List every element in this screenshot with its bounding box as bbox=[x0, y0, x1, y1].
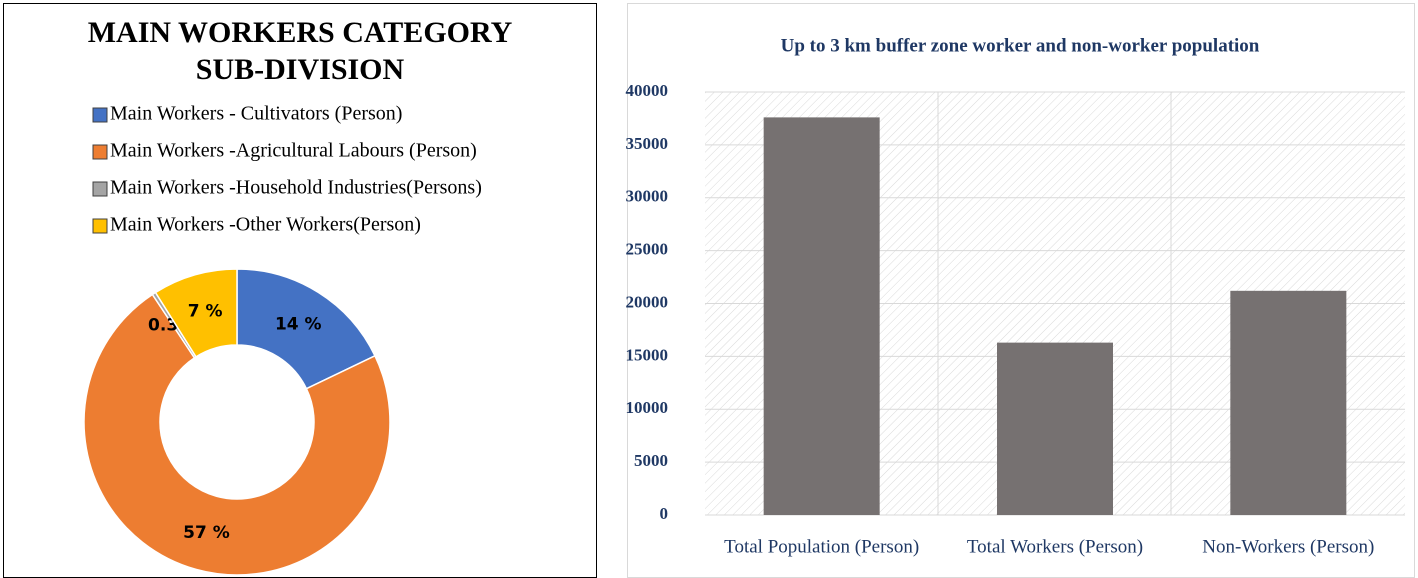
legend-label: Main Workers - Cultivators (Person) bbox=[110, 103, 402, 125]
chart-title: Up to 3 km buffer zone worker and non-wo… bbox=[781, 35, 1260, 56]
x-tick-label: Total Workers (Person) bbox=[967, 536, 1143, 557]
y-tick-label: 30000 bbox=[626, 187, 669, 206]
data-label: 14 % bbox=[275, 315, 322, 335]
y-tick-label: 15000 bbox=[626, 345, 669, 364]
pie-slice bbox=[83, 293, 391, 576]
y-tick-label: 40000 bbox=[626, 81, 669, 100]
y-tick-label: 20000 bbox=[626, 292, 669, 311]
pie-slice bbox=[154, 268, 238, 358]
legend-label: Main Workers -Household Industries(Perso… bbox=[110, 177, 482, 199]
y-tick-label: 35000 bbox=[626, 134, 669, 153]
legend-swatch bbox=[92, 218, 108, 234]
y-tick-label: 5000 bbox=[634, 451, 668, 470]
chart-title: MAIN WORKERS CATEGORY bbox=[88, 16, 513, 49]
legend-swatch bbox=[92, 181, 108, 197]
chart-title: SUB-DIVISION bbox=[196, 53, 405, 86]
legend-swatch bbox=[92, 107, 108, 123]
legend-label: Main Workers -Agricultural Labours (Pers… bbox=[110, 140, 477, 162]
x-tick-label: Total Population (Person) bbox=[724, 536, 919, 557]
data-label: 7 % bbox=[188, 302, 223, 322]
y-tick-label: 10000 bbox=[626, 398, 669, 417]
bar bbox=[1230, 290, 1347, 515]
bar bbox=[763, 117, 880, 515]
data-label: 57 % bbox=[183, 523, 230, 543]
y-tick-label: 25000 bbox=[626, 240, 669, 259]
legend-swatch bbox=[92, 144, 108, 160]
y-tick-label: 0 bbox=[660, 504, 669, 523]
bar bbox=[997, 342, 1113, 515]
pie-slice bbox=[236, 268, 376, 390]
legend-label: Main Workers -Other Workers(Person) bbox=[110, 214, 421, 236]
x-tick-label: Non-Workers (Person) bbox=[1202, 536, 1374, 557]
